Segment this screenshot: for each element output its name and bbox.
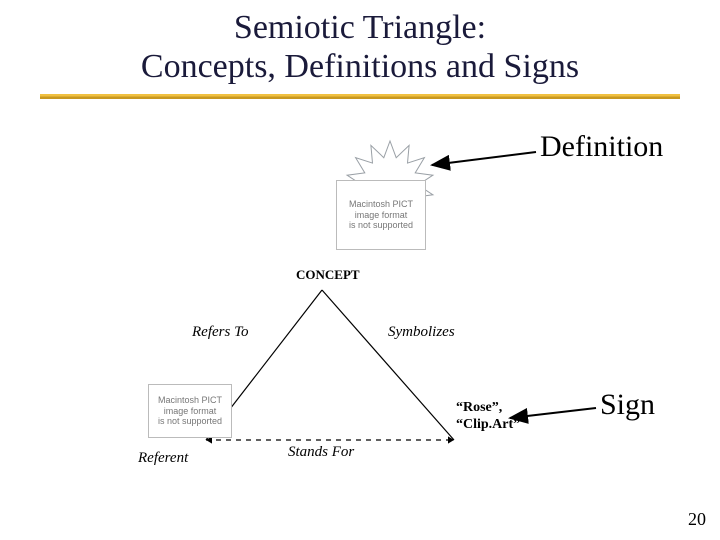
concept-pict-placeholder: Macintosh PICTimage formatis not support… xyxy=(336,180,426,250)
rose-label: “Rose”, xyxy=(456,400,502,416)
stands-for-label: Stands For xyxy=(288,444,354,461)
triangle-right-side xyxy=(322,290,454,440)
symbolizes-label: Symbolizes xyxy=(388,324,455,341)
title-line-2: Concepts, Definitions and Signs xyxy=(0,47,720,86)
refers-to-label: Refers To xyxy=(192,324,249,341)
definition-label: Definition xyxy=(540,130,663,164)
referent-label: Referent xyxy=(138,450,188,467)
referent-pict-placeholder: Macintosh PICTimage formatis not support… xyxy=(148,384,232,438)
base-arrow-right xyxy=(448,436,454,443)
title-line-1: Semiotic Triangle: xyxy=(0,8,720,47)
concept-label: CONCEPT xyxy=(296,267,360,283)
title-underline xyxy=(40,94,680,99)
sign-arrow xyxy=(510,408,596,418)
slide-title: Semiotic Triangle: Concepts, Definitions… xyxy=(0,0,720,104)
clipart-label: “Clip.Art” xyxy=(456,417,520,433)
definition-arrow xyxy=(432,152,536,165)
sign-label: Sign xyxy=(600,388,655,422)
page-number: 20 xyxy=(688,509,706,530)
